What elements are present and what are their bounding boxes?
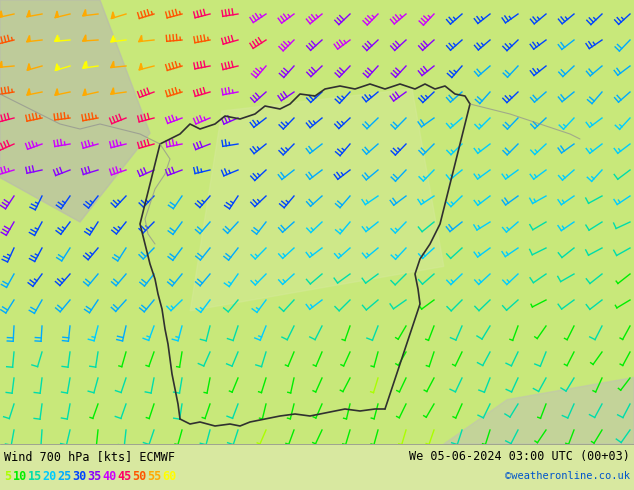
Polygon shape [55, 89, 58, 95]
Polygon shape [55, 64, 58, 71]
Polygon shape [139, 35, 142, 42]
Polygon shape [83, 62, 86, 68]
Text: 10: 10 [13, 469, 27, 483]
Polygon shape [27, 10, 30, 17]
Polygon shape [190, 89, 444, 311]
Polygon shape [27, 89, 30, 95]
Text: Wind 700 hPa [kts] ECMWF: Wind 700 hPa [kts] ECMWF [4, 450, 175, 463]
Text: 5: 5 [4, 469, 11, 483]
Polygon shape [0, 61, 2, 67]
Text: 40: 40 [103, 469, 117, 483]
Polygon shape [83, 89, 86, 96]
Text: 15: 15 [27, 469, 42, 483]
Polygon shape [83, 9, 86, 16]
Text: 35: 35 [87, 469, 101, 483]
Text: 50: 50 [133, 469, 146, 483]
Text: 60: 60 [162, 469, 177, 483]
Polygon shape [111, 61, 114, 68]
Polygon shape [0, 0, 150, 222]
Text: 25: 25 [58, 469, 72, 483]
Text: 55: 55 [148, 469, 162, 483]
Text: 45: 45 [117, 469, 132, 483]
Polygon shape [27, 35, 30, 42]
Polygon shape [139, 63, 143, 70]
Polygon shape [112, 12, 115, 19]
Polygon shape [0, 11, 3, 17]
Polygon shape [111, 88, 114, 94]
Text: 20: 20 [42, 469, 57, 483]
Polygon shape [55, 35, 58, 41]
Polygon shape [27, 64, 30, 70]
Polygon shape [444, 377, 634, 444]
Text: ©weatheronline.co.uk: ©weatheronline.co.uk [505, 471, 630, 481]
Polygon shape [55, 11, 58, 18]
Polygon shape [111, 35, 114, 42]
Text: We 05-06-2024 03:00 UTC (00+03): We 05-06-2024 03:00 UTC (00+03) [409, 450, 630, 463]
Polygon shape [82, 35, 86, 41]
Text: 30: 30 [72, 469, 87, 483]
Polygon shape [0, 0, 634, 444]
